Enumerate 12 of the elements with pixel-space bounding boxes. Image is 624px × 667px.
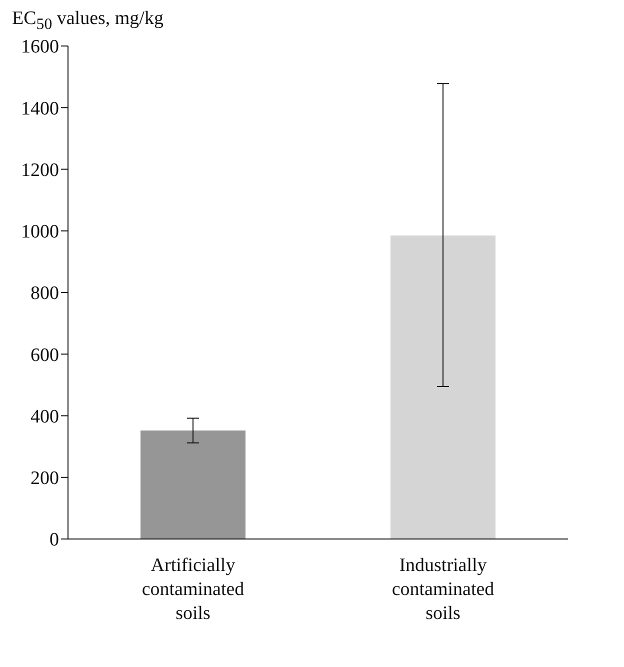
y-tick-label: 0 (50, 530, 59, 551)
y-tick-label: 200 (30, 468, 59, 489)
y-tick-label: 1200 (21, 160, 59, 181)
y-tick-label: 400 (30, 406, 59, 428)
y-tick-label: 600 (30, 344, 59, 366)
y-tick-label: 800 (30, 283, 59, 304)
y-tick-label: 1600 (21, 36, 59, 58)
x-tick-label: Artificially contaminated soils (142, 554, 245, 624)
x-tick-label: Industrially contaminated soils (392, 554, 495, 624)
y-tick-label: 1000 (21, 221, 59, 242)
y-axis-title: EC$_{50}$ values, mg/kg (12, 8, 164, 34)
y-tick-label: 1400 (21, 98, 59, 120)
